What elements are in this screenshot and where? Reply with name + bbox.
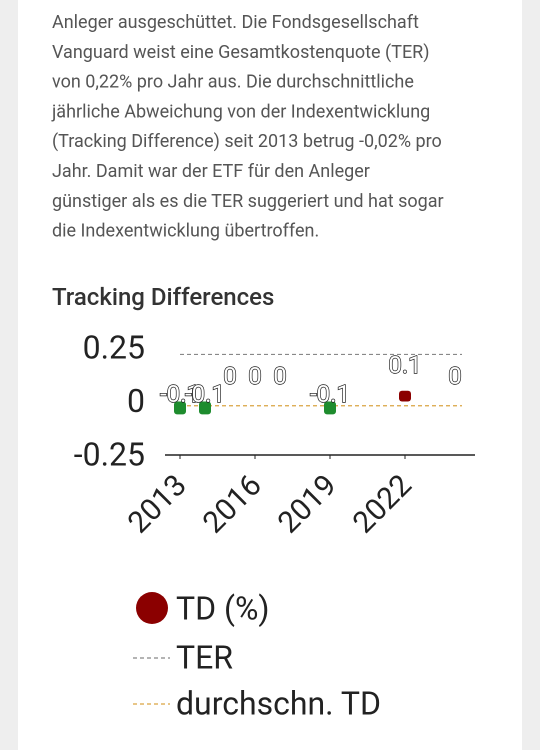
x-tick-label: 2013 [121,468,193,540]
data-label: 0 [273,362,287,390]
y-tick-label: -0.25 [74,435,145,473]
legend-marker [136,592,168,624]
x-tick-label: 2022 [346,468,418,540]
chart-title: Tracking Differences [52,283,274,311]
paragraph-line: Anleger ausgeschüttet. Die Fondsgesellsc… [52,12,419,33]
y-tick-label: 0 [127,382,145,420]
y-tick-label: 0.25 [83,328,145,366]
article-card [18,0,522,750]
data-label: -0.1 [310,380,350,408]
data-label: 0 [223,362,237,390]
paragraph-line: von 0,22% pro Jahr aus. Die durchschnitt… [52,72,414,93]
x-tick-label: 2016 [196,468,268,540]
data-label: -0.1 [185,380,225,408]
bar [174,401,186,415]
legend-label: TD (%) [176,589,270,627]
paragraph-line: günstiger als es die TER suggeriert und … [52,191,444,212]
data-label: -0.1 [160,380,200,408]
legend-label: TER [176,638,233,676]
bar [399,390,411,402]
data-label: 0 [448,362,462,390]
bar [324,401,336,415]
paragraph-line: (Tracking Difference) seit 2013 betrug -… [52,131,442,152]
paragraph-line: Jahr. Damit war der ETF für den Anleger [52,161,370,182]
paragraph-line: Vanguard weist eine Gesamtkostenquote (T… [52,42,430,63]
bar [199,401,211,415]
x-tick-label: 2019 [271,468,343,540]
paragraph-line: jährliche Abweichung von der Indexentwic… [51,101,430,122]
data-label: 0 [248,362,262,390]
legend-label: durchschn. TD [176,684,381,722]
data-label: 0.1 [388,351,421,379]
paragraph-line: die Indexentwicklung übertroffen. [52,221,319,242]
